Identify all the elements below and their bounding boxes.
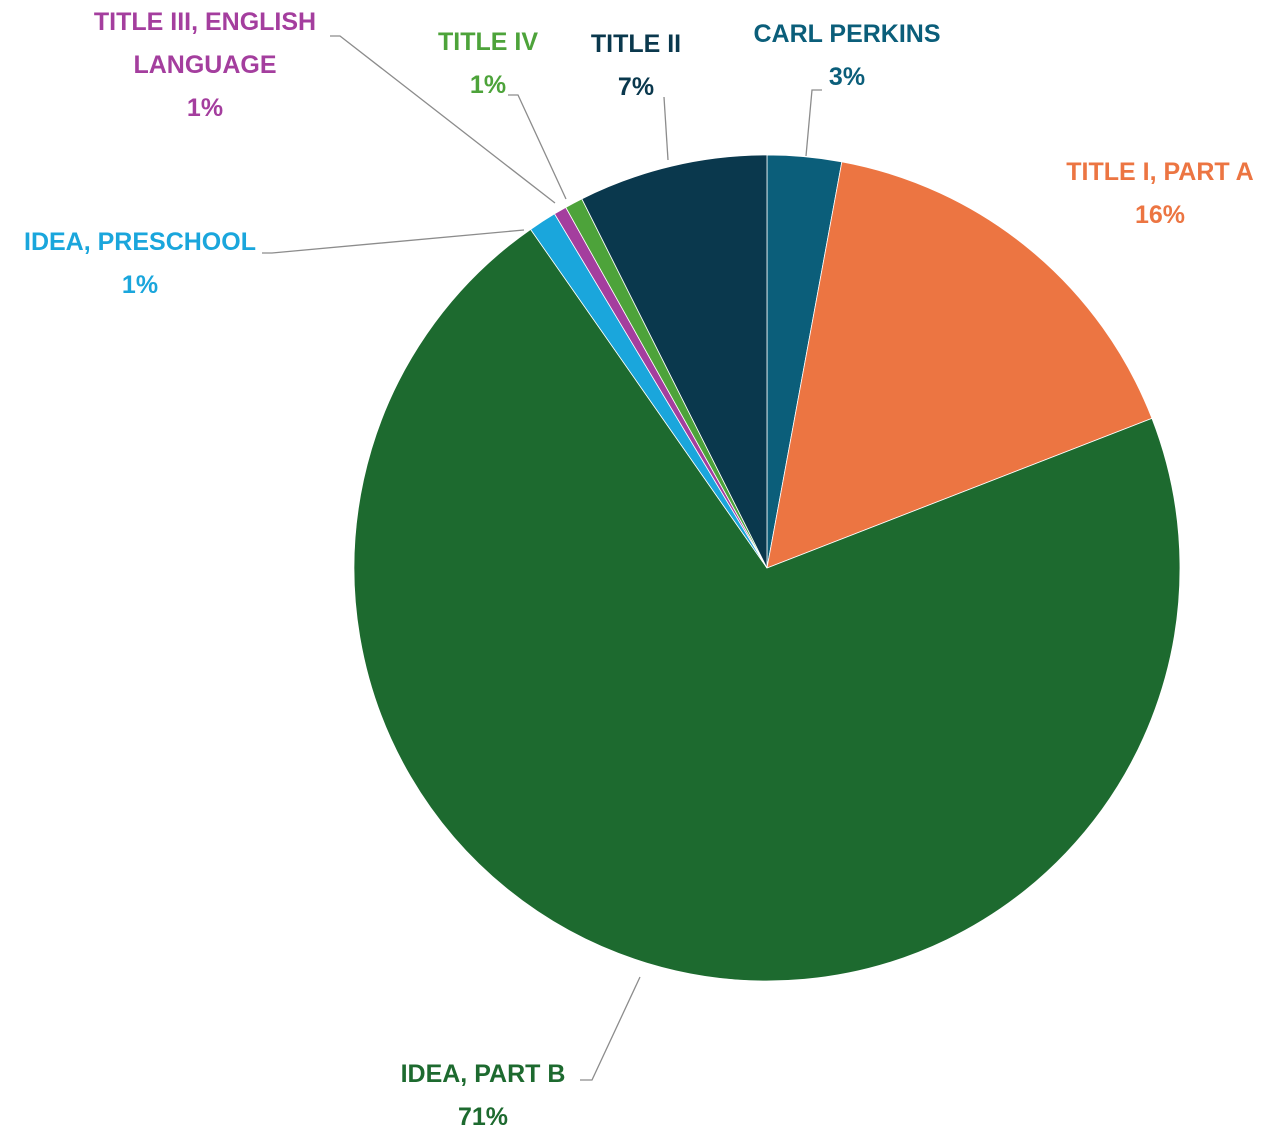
percent-label: 1% — [187, 94, 223, 122]
data-label: TITLE III, ENGLISH LANGUAGE 1% — [94, 8, 316, 122]
leader-line — [330, 35, 556, 204]
percent-label: 3% — [829, 63, 865, 91]
data-label: CARL PERKINS 3% — [753, 20, 940, 91]
category-label: IDEA, PART B — [401, 1060, 566, 1088]
data-label: IDEA, PART B 71% — [401, 1060, 566, 1130]
labels-layer: CARL PERKINS 3% TITLE I, PART A 16% IDEA, PA… — [24, 8, 1254, 1130]
percent-label: 71% — [458, 1103, 508, 1130]
pie-slice-title-ii — [581, 154, 768, 569]
slices-layer — [353, 154, 1181, 982]
category-label: TITLE IV — [438, 28, 538, 56]
percent-label: 7% — [618, 73, 654, 101]
pie-slice-idea-part-b — [353, 228, 1181, 982]
leader-line — [262, 229, 525, 254]
category-label: IDEA, PRESCHOOL — [24, 228, 256, 256]
leader-line — [805, 89, 822, 157]
leader-lines-layer — [262, 35, 822, 1081]
category-label: TITLE I, PART A — [1066, 158, 1254, 186]
percent-label: 16% — [1135, 201, 1185, 229]
category-label: TITLE III, ENGLISH — [94, 8, 316, 36]
data-label: TITLE IV 1% — [438, 28, 538, 99]
percent-label: 1% — [470, 71, 506, 99]
leader-line — [663, 96, 669, 161]
percent-label: 1% — [122, 271, 158, 299]
leader-line — [580, 976, 641, 1081]
category-label: CARL PERKINS — [753, 20, 940, 48]
data-label: IDEA, PRESCHOOL 1% — [24, 228, 256, 299]
leader-line — [508, 94, 567, 200]
pie-slice-title-i-part-a — [766, 161, 1153, 569]
category-label: TITLE II — [591, 30, 681, 58]
data-label: TITLE II 7% — [591, 30, 681, 101]
category-label: LANGUAGE — [133, 51, 276, 79]
data-label: TITLE I, PART A 16% — [1066, 158, 1254, 229]
